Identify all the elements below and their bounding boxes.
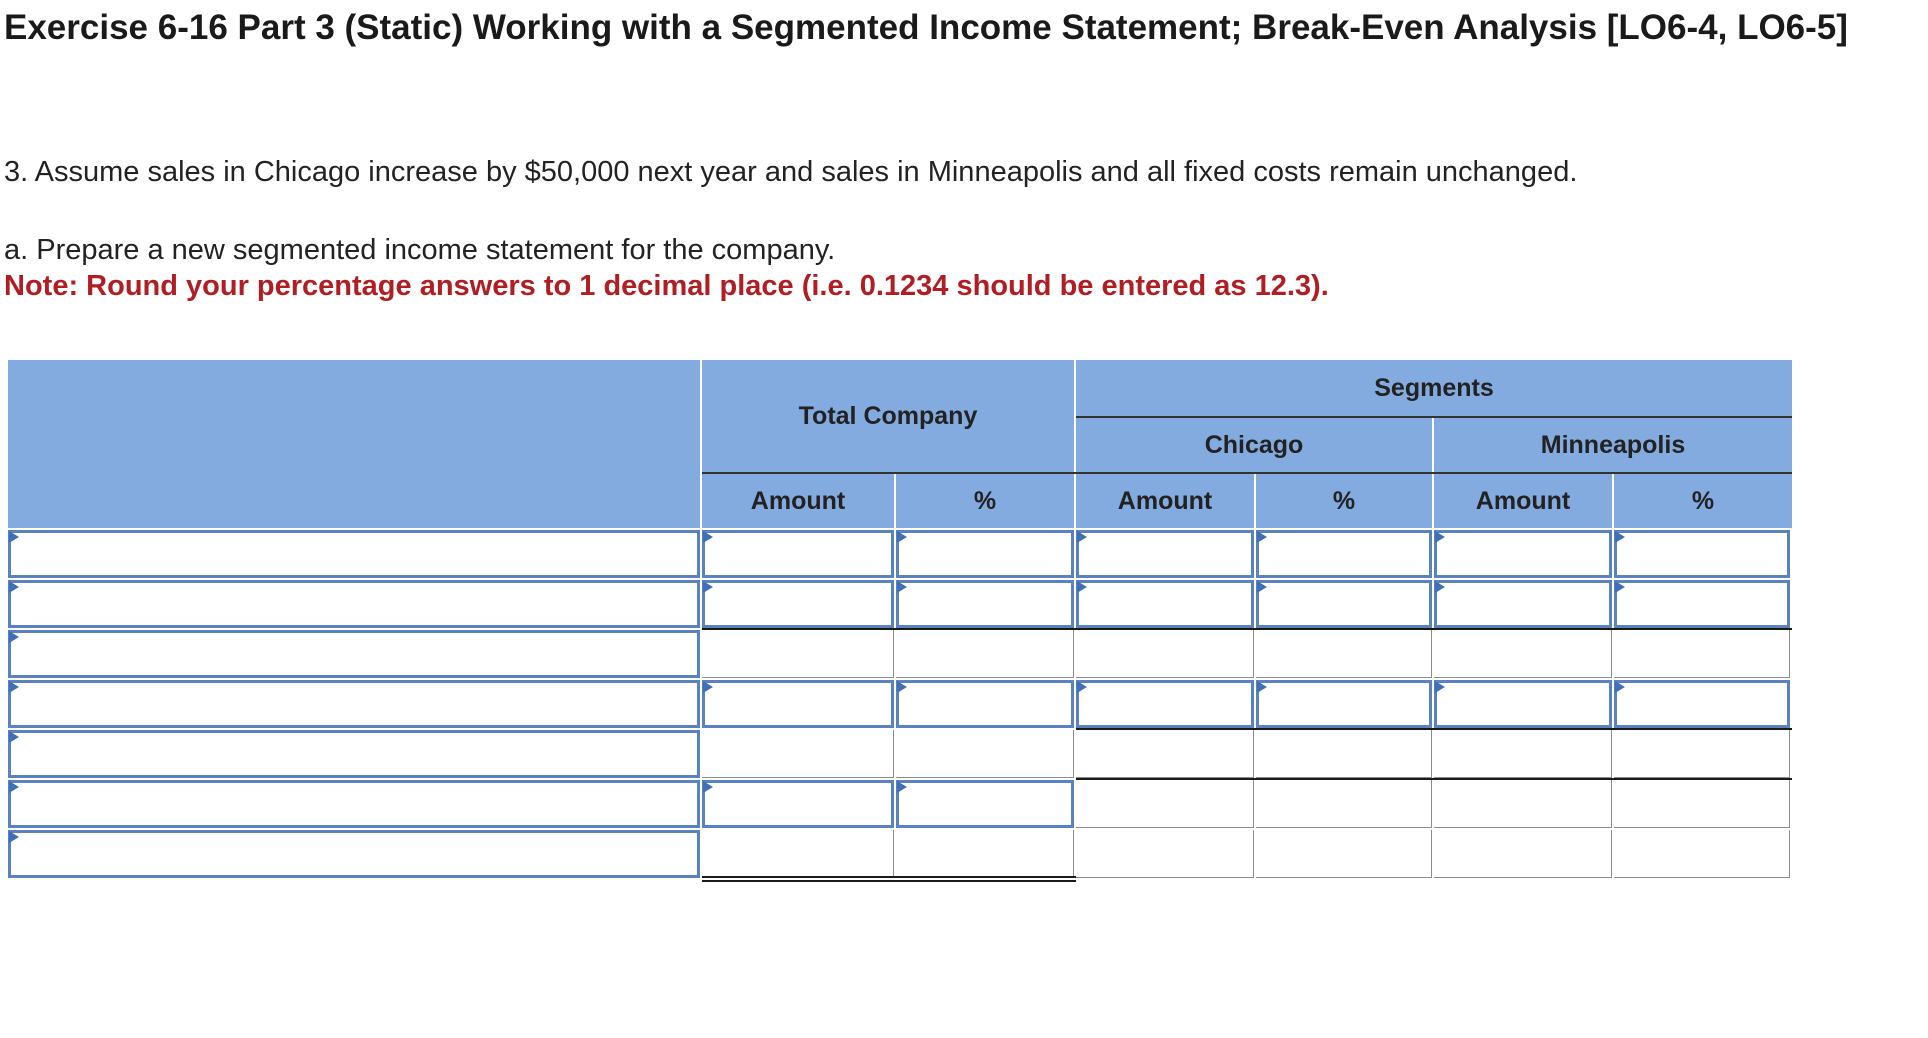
row-4-total-percent-input[interactable] [896,680,1074,728]
row-3-minneapolis-amount-cell [1434,630,1612,678]
row-2-total-amount-input[interactable] [702,580,894,628]
row-6-minneapolis-amount-cell [1434,780,1612,828]
row-2-chicago-percent-arrow-icon [1257,581,1267,593]
row-1-total-amount-arrow-icon [703,531,713,543]
row-1-chicago-amount-input[interactable] [1076,530,1254,578]
minneapolis-percent-header: % [1614,474,1792,528]
row-6-chicago-amount-cell [1076,780,1254,828]
row-7-chicago-amount-cell [1076,830,1254,878]
row-2-total-percent-arrow-icon [897,581,907,593]
row-5-chicago-percent-cell [1256,730,1432,778]
row-7-minneapolis-percent-cell [1614,830,1790,878]
row-4-chicago-percent-arrow-icon [1257,681,1267,693]
row-1-minneapolis-percent-input[interactable] [1614,530,1790,578]
row-3-minneapolis-percent-cell [1614,630,1790,678]
row-6-total-percent-input[interactable] [896,780,1074,828]
row-4-minneapolis-amount-input[interactable] [1434,680,1612,728]
segments-divider [1076,416,1792,418]
row-1-label-input[interactable] [8,530,700,578]
row-3-total-amount-cell [702,630,894,678]
row-2-label-input[interactable] [8,580,700,628]
row-2-chicago-percent-input[interactable] [1256,580,1432,628]
row-4-total-amount-input[interactable] [702,680,894,728]
chicago-amount-header: Amount [1076,474,1254,528]
row-rule-2 [1076,728,1792,730]
row-2-minneapolis-amount-arrow-icon [1435,581,1445,593]
row-7-label-arrow-icon [9,831,19,843]
row-4-minneapolis-amount-arrow-icon [1435,681,1445,693]
row-5-chicago-amount-cell [1076,730,1254,778]
row-1-total-percent-input[interactable] [896,530,1074,578]
total-company-header: Total Company [702,360,1074,472]
row-5-total-percent-cell [896,730,1074,778]
row-4-label-input[interactable] [8,680,700,728]
row-5-total-amount-cell [702,730,894,778]
row-7-total-amount-cell [702,830,894,878]
row-5-label-input[interactable] [8,730,700,778]
row-6-minneapolis-percent-cell [1614,780,1790,828]
row-5-label-arrow-icon [9,731,19,743]
row-2-minneapolis-percent-input[interactable] [1614,580,1790,628]
row-6-total-amount-input[interactable] [702,780,894,828]
row-4-label-arrow-icon [9,681,19,693]
minneapolis-header: Minneapolis [1434,418,1792,472]
row-3-chicago-percent-cell [1256,630,1432,678]
row-1-total-percent-arrow-icon [897,531,907,543]
row-5-minneapolis-amount-cell [1434,730,1612,778]
total-double-rule-1 [702,876,1076,878]
row-1-minneapolis-amount-input[interactable] [1434,530,1612,578]
row-3-total-percent-cell [896,630,1074,678]
row-2-total-percent-input[interactable] [896,580,1074,628]
row-2-minneapolis-percent-arrow-icon [1615,581,1625,593]
row-3-label-arrow-icon [9,631,19,643]
row-7-label-input[interactable] [8,830,700,878]
row-1-minneapolis-percent-arrow-icon [1615,531,1625,543]
rounding-note: Note: Round your percentage answers to 1… [4,270,1329,302]
row-6-chicago-percent-cell [1256,780,1432,828]
row-1-chicago-amount-arrow-icon [1077,531,1087,543]
row-2-chicago-amount-arrow-icon [1077,581,1087,593]
row-7-chicago-percent-cell [1256,830,1432,878]
row-2-minneapolis-amount-input[interactable] [1434,580,1612,628]
row-rule-3 [1076,778,1792,780]
chicago-percent-header: % [1256,474,1432,528]
row-5-minneapolis-percent-cell [1614,730,1790,778]
row-4-minneapolis-percent-input[interactable] [1614,680,1790,728]
row-6-label-input[interactable] [8,780,700,828]
row-4-chicago-amount-arrow-icon [1077,681,1087,693]
total-double-rule-2 [702,880,1076,882]
row-1-chicago-percent-arrow-icon [1257,531,1267,543]
part-a-instruction: a. Prepare a new segmented income statem… [4,234,836,266]
total-amount-header: Amount [702,474,894,528]
subheader-divider [702,472,1792,474]
segmented-income-worksheet: Total Company Segments Chicago Minneapol… [8,360,1792,882]
row-2-chicago-amount-input[interactable] [1076,580,1254,628]
row-1-total-amount-input[interactable] [702,530,894,578]
row-7-minneapolis-amount-cell [1434,830,1612,878]
row-1-chicago-percent-input[interactable] [1256,530,1432,578]
row-6-label-arrow-icon [9,781,19,793]
row-2-label-arrow-icon [9,581,19,593]
row-4-total-percent-arrow-icon [897,681,907,693]
row-3-chicago-amount-cell [1076,630,1254,678]
chicago-header: Chicago [1076,418,1432,472]
row-6-total-amount-arrow-icon [703,781,713,793]
row-3-label-input[interactable] [8,630,700,678]
minneapolis-amount-header: Amount [1434,474,1612,528]
segments-header: Segments [1076,360,1792,416]
row-7-total-percent-cell [896,830,1074,878]
row-6-total-percent-arrow-icon [897,781,907,793]
question-text: 3. Assume sales in Chicago increase by $… [4,156,1578,188]
row-1-minneapolis-amount-arrow-icon [1435,531,1445,543]
row-4-chicago-percent-input[interactable] [1256,680,1432,728]
row-4-total-amount-arrow-icon [703,681,713,693]
total-percent-header: % [896,474,1074,528]
exercise-title: Exercise 6-16 Part 3 (Static) Working wi… [4,8,1848,47]
row-4-minneapolis-percent-arrow-icon [1615,681,1625,693]
label-column-header [8,360,700,528]
row-4-chicago-amount-input[interactable] [1076,680,1254,728]
row-2-total-amount-arrow-icon [703,581,713,593]
row-rule-1 [702,628,1792,630]
row-1-label-arrow-icon [9,531,19,543]
